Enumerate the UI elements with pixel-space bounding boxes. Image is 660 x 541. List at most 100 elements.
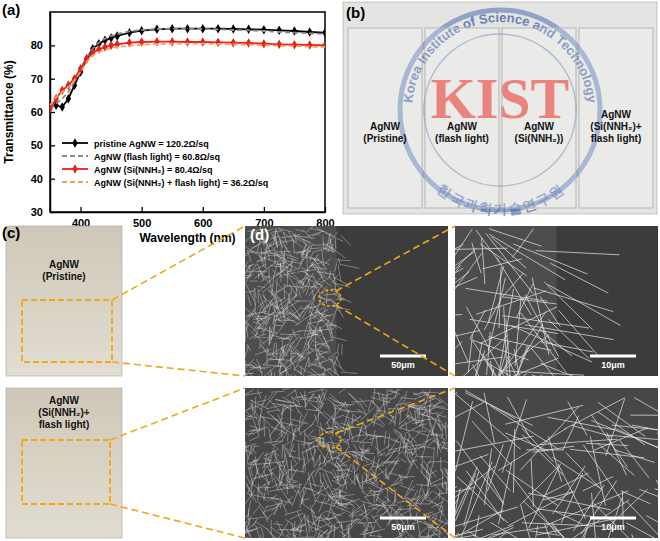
nanowire [561,473,583,523]
nanowire [281,250,286,263]
nanowire [531,459,533,507]
sample-label: AgNW(Pristine) [363,121,406,144]
nanowire [368,504,378,506]
nanowire [511,325,592,362]
nanowire [497,258,532,315]
glass-slide [502,28,576,208]
nanowire [455,402,484,422]
nanowire [280,488,289,502]
nanowire [455,529,483,538]
nanowire [369,487,378,495]
zoom-guides [110,226,455,538]
panel-label: (d) [250,226,269,243]
sample-label-line: flash light) [591,133,642,144]
nanowire [358,513,369,519]
nanowire [249,366,261,370]
nanowire [359,509,370,516]
nanowire [442,443,445,450]
nanowire [272,344,288,353]
nanowire [464,472,479,526]
nanowire [420,409,426,427]
sample-label-line: flash light) [39,419,90,430]
nanowire [325,471,332,487]
nanowire [499,462,512,524]
y-tick-label: 70 [31,73,43,85]
nanowire [456,441,504,505]
nanowire [486,233,533,294]
nanowire [303,240,307,246]
nanowire [307,429,314,436]
nanowire [324,368,332,371]
nanowire [307,328,315,344]
nanowire [388,433,390,449]
nanowire [507,397,529,437]
nanowire [366,458,380,465]
nanowire [455,507,518,532]
x-tick: 500 [133,207,151,229]
nanowire [310,526,326,533]
nanowire [281,422,298,426]
nanowire [264,452,267,467]
nanowire [345,416,359,421]
nanowire [522,435,563,475]
nanowire [306,337,315,350]
sample-label-line: (Pristine) [363,133,406,144]
nanowire [333,294,352,303]
nanowire [406,414,410,421]
nanowire [558,464,586,519]
scale-bar [590,355,636,358]
nanowire [260,367,264,376]
nanowire [429,497,433,503]
nanowire [291,396,299,412]
nanowire [348,393,362,405]
nanowire [331,491,341,495]
nanowire [246,264,256,281]
nanowire [371,397,390,403]
series-marker [307,27,312,36]
nanowire [333,401,351,406]
nanowire [572,425,612,436]
nanowire [446,474,447,495]
nanowire [420,492,429,506]
nanowire [417,431,427,432]
nanowire [326,428,334,429]
nanowire [425,499,442,507]
nanowire [455,473,475,521]
nanowire [400,434,406,446]
nanowire [350,416,360,425]
nanowire [267,495,277,502]
nanowire [455,341,462,367]
nanowire [245,475,246,483]
nanowire [365,491,371,498]
nanowire [444,461,448,467]
nanowire [347,527,350,535]
nanowire [306,226,313,232]
sem-background [455,388,658,538]
nanowire [393,439,399,443]
zoom-line [336,447,455,538]
nanowire [254,303,255,314]
nanowire [440,457,441,471]
nanowire [269,243,279,255]
nanowire [488,278,505,351]
nanowire [316,425,325,430]
nanowire [280,426,297,436]
nanowire [314,341,331,347]
nanowire [267,528,279,538]
nanowire [274,460,282,467]
nanowire [274,306,276,314]
nanowire [455,440,456,505]
nanowire [341,264,359,268]
nanowire [250,467,252,477]
nanowire [271,270,284,279]
nanowire [310,252,313,261]
y-tick-label: 40 [31,173,43,185]
nanowire [268,327,272,345]
nanowire [420,534,439,538]
nanowire [294,300,311,301]
nanowire [394,478,405,485]
nanowire [315,463,321,477]
nanowire [328,352,337,359]
nanowire [406,423,407,431]
nanowire [311,368,324,376]
